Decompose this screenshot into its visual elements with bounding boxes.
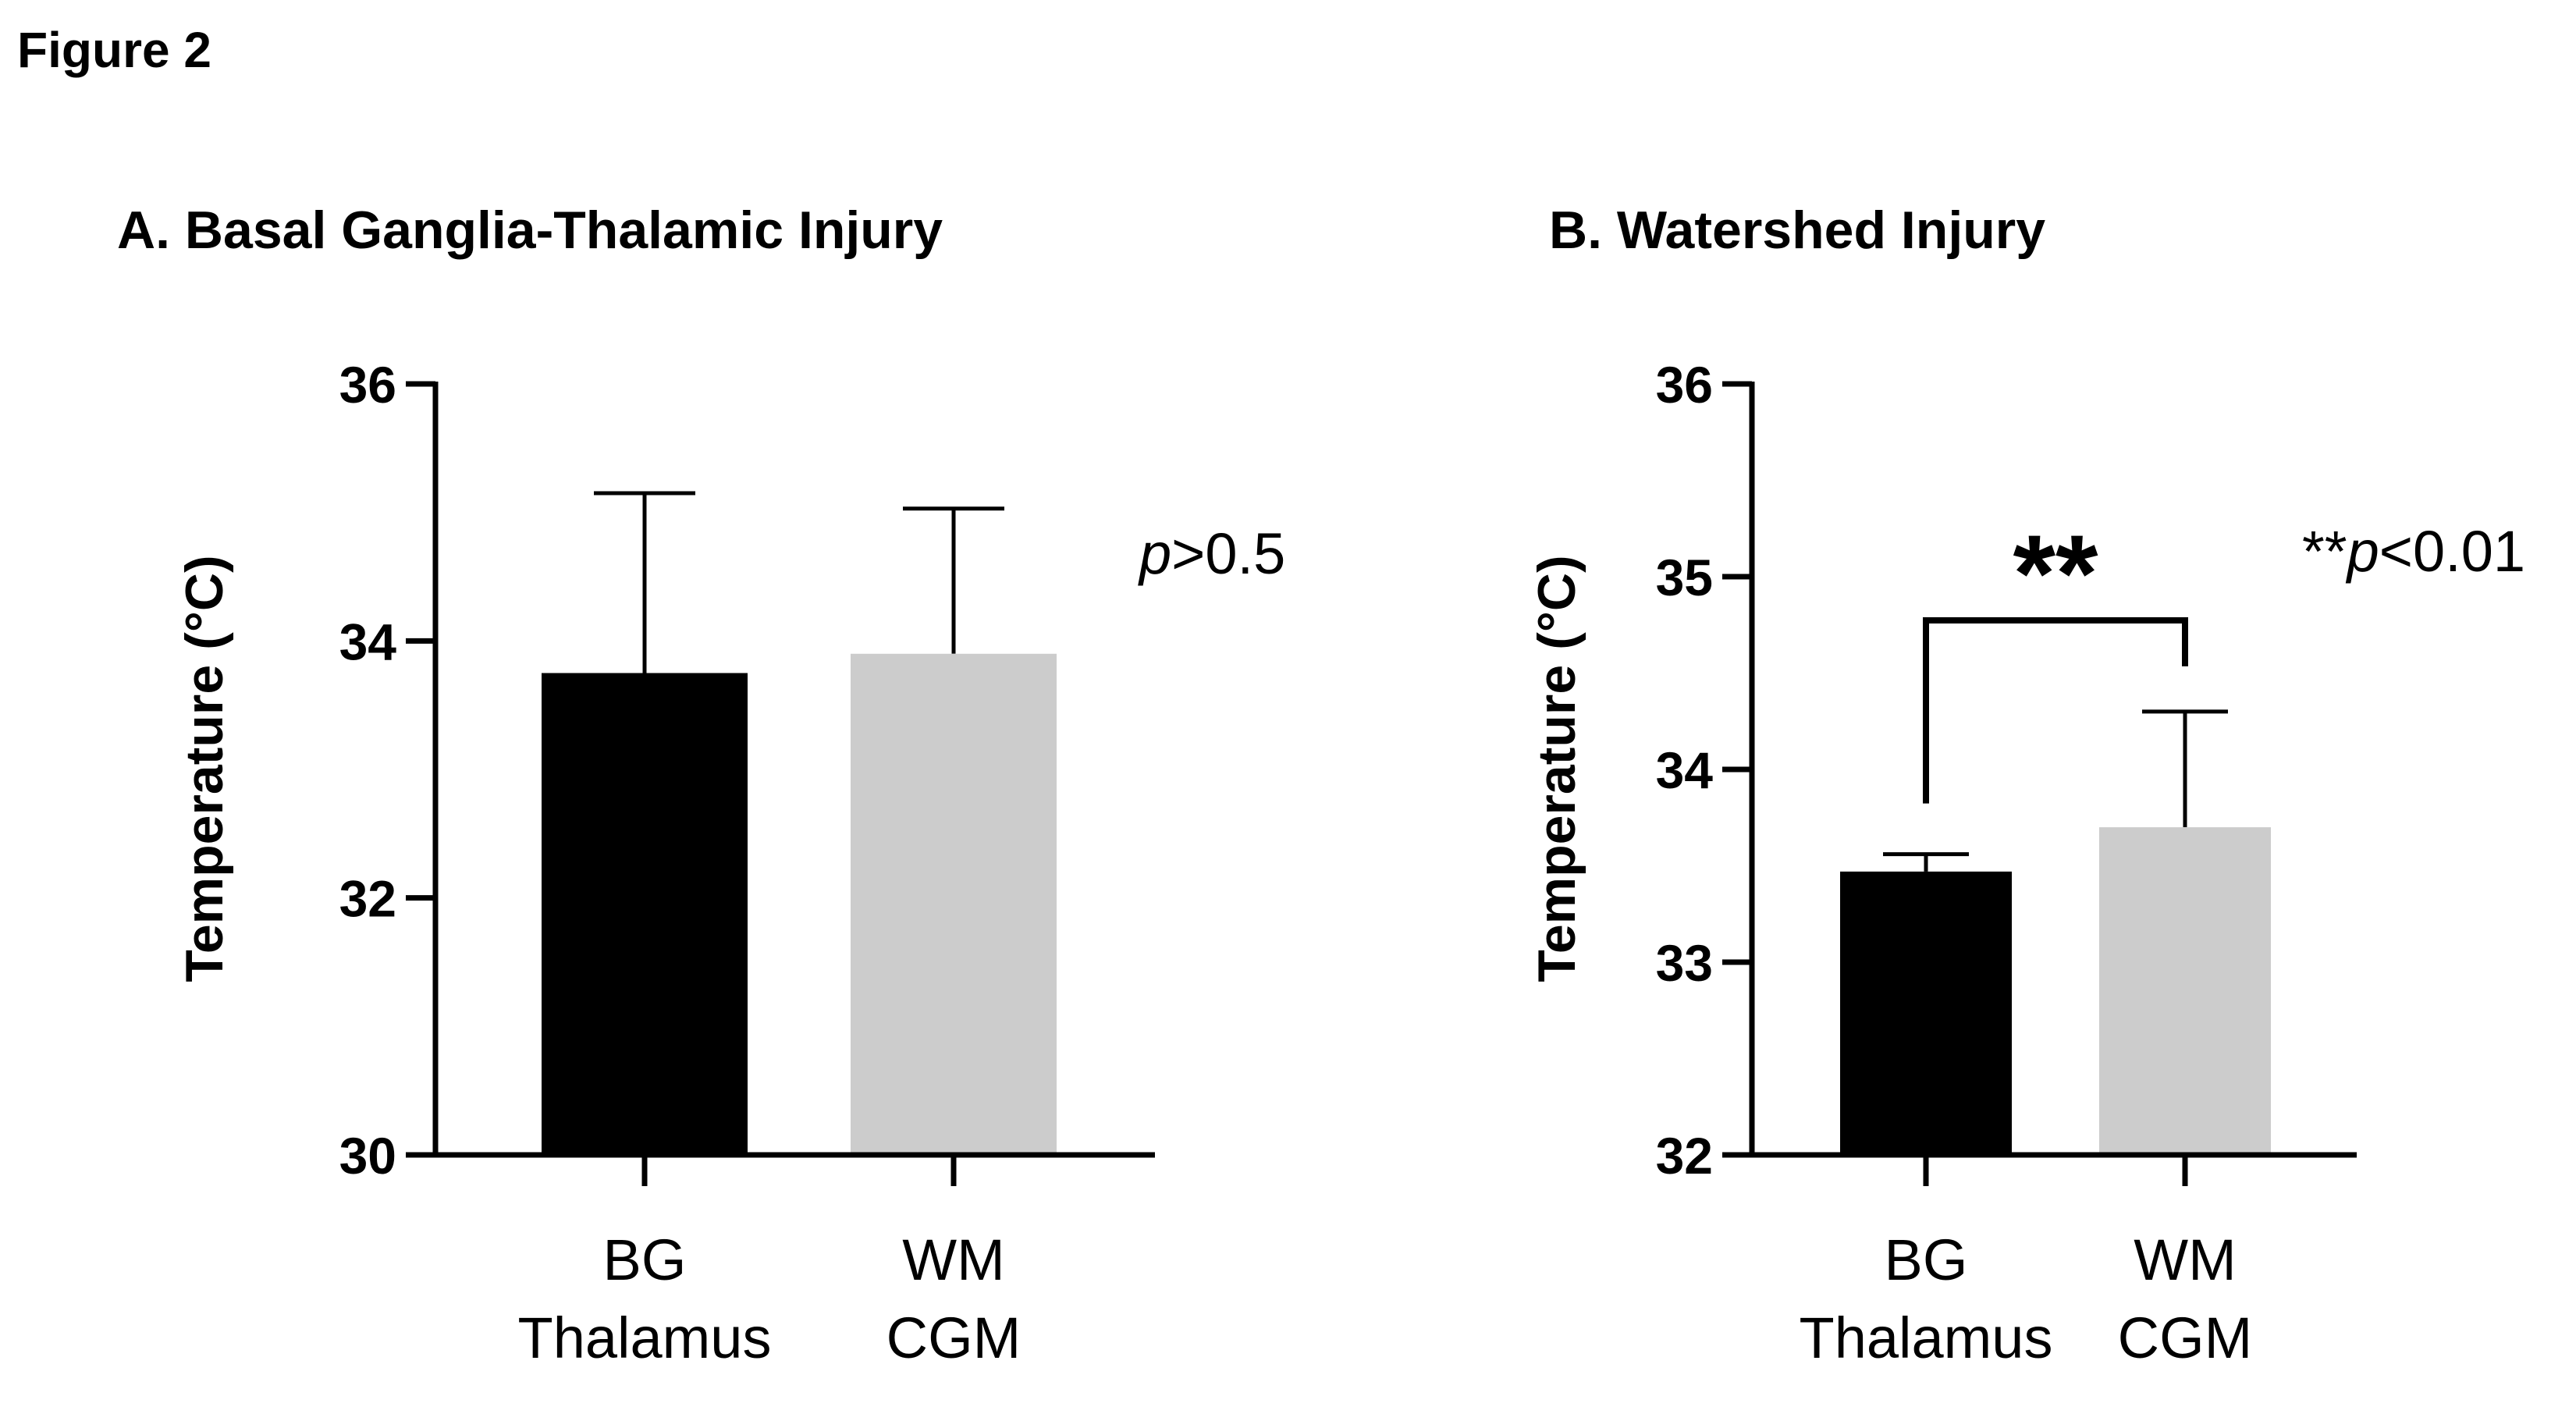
panel-b-x-tick-label: BG: [1885, 1227, 1968, 1292]
panel-a-title: A. Basal Ganglia-Thalamic Injury: [117, 201, 943, 260]
panel-a-bar: [851, 653, 1057, 1155]
panel-a-x-tick-label: BG: [603, 1227, 687, 1292]
panel-b-title: B. Watershed Injury: [1549, 201, 2045, 260]
panel-b-x-tick-label: WM: [2134, 1227, 2237, 1292]
panel-b-p-prefix: **: [2302, 519, 2347, 584]
panel-a: A. Basal Ganglia-Thalamic Injury Tempera…: [117, 201, 1285, 1370]
panel-a-p-symbol: p: [1138, 521, 1171, 586]
figure-label: Figure 2: [17, 22, 211, 78]
panel-a-p-threshold: >0.5: [1171, 521, 1285, 586]
panel-b-significance-bracket: [1923, 617, 2188, 804]
panel-a-plot: 30 32 34 36 BG Thalamus WM CGM: [339, 356, 1155, 1370]
panel-a-y-tick-label: 30: [339, 1127, 396, 1185]
panel-b-bar: [1840, 871, 2012, 1155]
panel-a-bar: [542, 673, 748, 1155]
panel-a-x-tick-label: CGM: [886, 1306, 1022, 1370]
panel-b-x-tick-label: Thalamus: [1800, 1306, 2053, 1370]
panel-a-p-value: p>0.5: [1138, 521, 1285, 586]
panel-b-y-tick-label: 36: [1656, 356, 1713, 414]
panel-a-y-tick-label: 34: [339, 613, 397, 670]
panel-b-p-threshold: <0.01: [2379, 519, 2525, 584]
panel-b: B. Watershed Injury Temperature (°C) 323…: [1527, 201, 2525, 1370]
panel-b-y-tick-label: 35: [1656, 549, 1713, 606]
panel-b-plot: 32 33 34 35 36 BG Thalamus WM CGM **: [1656, 356, 2357, 1370]
panel-a-y-tick-label: 32: [339, 870, 396, 928]
panel-b-y-tick-label: 34: [1656, 741, 1714, 799]
panel-a-x-tick-label: WM: [902, 1227, 1005, 1292]
panel-b-y-tick-label: 33: [1656, 934, 1713, 992]
panel-b-p-symbol: p: [2346, 519, 2379, 584]
panel-b-y-tick-label: 32: [1656, 1127, 1713, 1185]
panel-b-bar: [2099, 827, 2271, 1155]
panel-b-significance-label: **: [2013, 512, 2098, 634]
panel-a-y-axis-label: Temperature (°C): [175, 555, 234, 982]
panel-a-x-tick-label: Thalamus: [518, 1306, 772, 1370]
panel-a-y-tick-label: 36: [339, 356, 396, 414]
panel-b-y-axis-label: Temperature (°C): [1527, 555, 1586, 982]
panel-b-p-value: **p<0.01: [2302, 519, 2525, 584]
panel-b-x-tick-label: CGM: [2118, 1306, 2253, 1370]
